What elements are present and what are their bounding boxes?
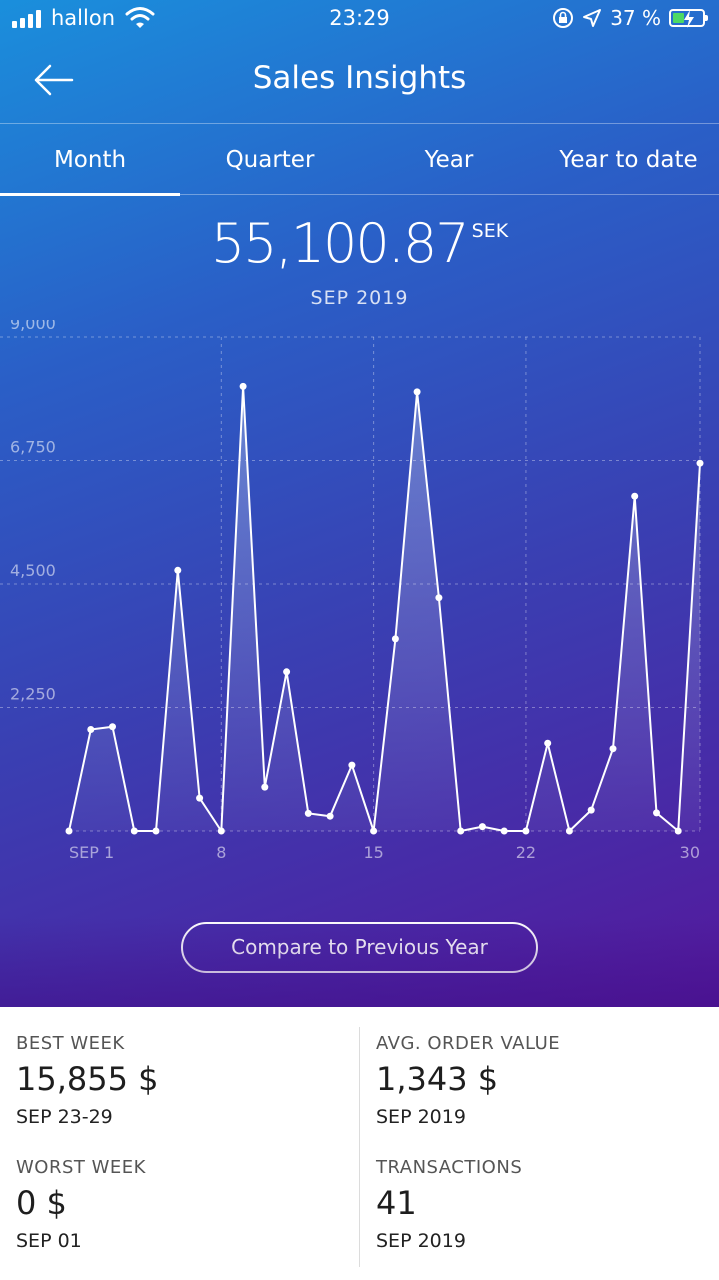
best-week-range: SEP 23-29	[16, 1106, 113, 1128]
transactions-period: SEP 2019	[376, 1230, 466, 1252]
tab-quarter[interactable]: Quarter	[225, 147, 315, 173]
data-point[interactable]	[283, 668, 291, 676]
total-currency: SEK	[471, 220, 509, 242]
tab-year[interactable]: Year	[424, 147, 474, 173]
back-arrow-icon[interactable]	[30, 60, 78, 100]
best-week-label: BEST WEEK	[16, 1033, 125, 1054]
tab-year-to-date[interactable]: Year to date	[559, 147, 698, 173]
data-point[interactable]	[87, 726, 95, 733]
avg-order-stat: AVG. ORDER VALUE 1,343 $ SEP 2019	[376, 1033, 560, 1128]
data-point[interactable]	[457, 827, 465, 835]
data-point[interactable]	[653, 809, 660, 817]
data-point[interactable]	[522, 827, 530, 835]
x-tick-label: 15	[363, 843, 383, 862]
transactions-value: 41	[376, 1184, 417, 1222]
y-tick-label: 9,000	[10, 320, 56, 333]
best-week-value: 15,855 $	[16, 1060, 159, 1098]
worst-week-stat: WORST WEEK 0 $ SEP 01	[16, 1157, 146, 1252]
y-tick-label: 4,500	[10, 561, 56, 580]
data-point[interactable]	[65, 827, 73, 835]
data-point[interactable]	[196, 794, 204, 802]
total-period: SEP 2019	[310, 287, 409, 309]
sales-total: 55,100.87 SEK	[0, 212, 719, 275]
data-point[interactable]	[217, 827, 225, 835]
status-right: 37 %	[552, 6, 708, 30]
hero-panel: hallon 23:29 37 % Sales I	[0, 0, 719, 1007]
tab-month[interactable]: Month	[53, 147, 127, 173]
sales-line	[68, 385, 701, 832]
total-amount: 55,100.87	[210, 212, 470, 275]
data-point[interactable]	[413, 388, 421, 396]
x-tick-label: 22	[516, 843, 536, 862]
status-bar: hallon 23:29 37 %	[0, 0, 719, 40]
data-point[interactable]	[370, 827, 378, 835]
data-point[interactable]	[261, 783, 269, 791]
stats-panel: BEST WEEK 15,855 $ SEP 23-29 AVG. ORDER …	[0, 1007, 719, 1280]
data-point[interactable]	[326, 812, 334, 820]
active-tab-indicator	[0, 193, 180, 196]
data-point[interactable]	[587, 806, 595, 814]
tabs-divider	[0, 194, 719, 195]
data-point[interactable]	[435, 594, 443, 602]
y-tick-label: 6,750	[10, 438, 56, 457]
data-point[interactable]	[500, 827, 508, 835]
avg-order-label: AVG. ORDER VALUE	[376, 1033, 561, 1054]
data-point[interactable]	[348, 761, 356, 769]
x-tick-label: 30	[680, 843, 700, 862]
avg-order-value: 1,343 $	[376, 1060, 499, 1098]
x-tick-label: 8	[216, 843, 226, 862]
app-header: Sales Insights	[0, 40, 719, 124]
transactions-stat: TRANSACTIONS 41 SEP 2019	[376, 1157, 522, 1252]
data-point[interactable]	[391, 635, 399, 643]
location-icon	[583, 9, 602, 27]
data-point[interactable]	[130, 827, 138, 835]
data-point[interactable]	[565, 827, 573, 835]
transactions-label: TRANSACTIONS	[376, 1157, 523, 1178]
wifi-icon	[125, 7, 155, 28]
battery-percent: 37 %	[610, 6, 661, 30]
data-point[interactable]	[478, 823, 486, 831]
signal-icon	[12, 10, 41, 28]
orientation-lock-icon	[553, 8, 574, 28]
compare-previous-year-button[interactable]: Compare to Previous Year	[181, 922, 538, 973]
worst-week-date: SEP 01	[16, 1230, 82, 1252]
x-tick-label: SEP 1	[69, 843, 114, 862]
battery-icon	[669, 9, 708, 28]
y-tick-label: 2,250	[10, 685, 56, 704]
sales-chart: 9,000 6,750 4,500 2,250 SEP 1 8 15 22 30	[0, 320, 704, 862]
avg-order-period: SEP 2019	[376, 1106, 466, 1128]
data-point[interactable]	[631, 492, 639, 500]
data-point[interactable]	[304, 809, 312, 817]
header-divider	[0, 123, 719, 124]
worst-week-value: 0 $	[16, 1184, 67, 1222]
period-tabs: Month Quarter Year Year to date	[0, 124, 719, 196]
data-point[interactable]	[152, 827, 160, 835]
data-point[interactable]	[674, 827, 682, 835]
data-point[interactable]	[109, 723, 116, 731]
data-point[interactable]	[696, 459, 704, 467]
stats-divider	[359, 1027, 360, 1267]
data-point[interactable]	[239, 382, 247, 390]
clock: 23:29	[329, 6, 390, 30]
data-point[interactable]	[609, 745, 617, 753]
carrier-name: hallon	[51, 6, 116, 30]
page-title: Sales Insights	[252, 60, 467, 96]
data-point[interactable]	[174, 566, 182, 574]
sales-area	[69, 386, 700, 831]
worst-week-label: WORST WEEK	[16, 1157, 146, 1178]
best-week-stat: BEST WEEK 15,855 $ SEP 23-29	[16, 1033, 159, 1128]
data-point[interactable]	[544, 739, 552, 747]
